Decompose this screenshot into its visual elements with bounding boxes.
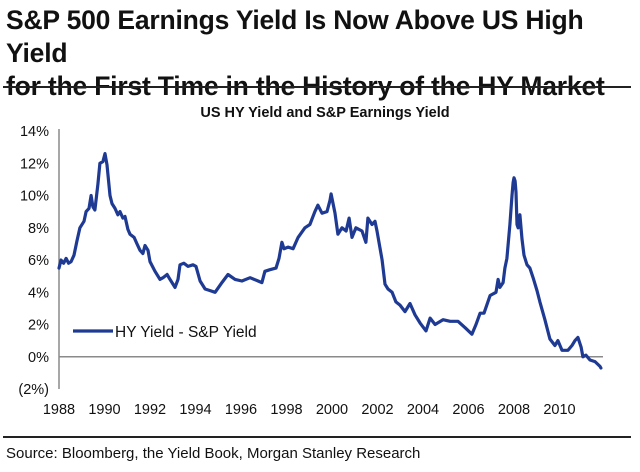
y-tick-label: 12% — [20, 156, 49, 172]
y-tick-label: 14% — [20, 124, 49, 140]
x-tick-label: 1990 — [88, 402, 120, 418]
y-tick-label: 8% — [28, 221, 49, 237]
headline: S&P 500 Earnings Yield Is Now Above US H… — [6, 4, 636, 103]
y-axis: 14% 12% 10% 8% 6% 4% 2% 0% (2%) — [18, 124, 49, 398]
chart-title: US HY Yield and S&P Earnings Yield — [200, 105, 449, 121]
x-axis: 1988 1990 1992 1994 1996 1998 2000 2002 2004 2006… — [43, 402, 576, 418]
x-tick-label: 1998 — [270, 402, 302, 418]
x-tick-label: 2008 — [498, 402, 530, 418]
y-tick-label: 0% — [28, 350, 49, 366]
x-tick-label: 1996 — [225, 402, 257, 418]
y-tick-label: 6% — [28, 253, 49, 269]
x-tick-label: 2002 — [361, 402, 393, 418]
x-tick-label: 2004 — [407, 402, 439, 418]
x-tick-label: 1988 — [43, 402, 75, 418]
x-tick-label: 1992 — [134, 402, 166, 418]
y-tick-label: 4% — [28, 285, 49, 301]
y-tick-label: 10% — [20, 189, 49, 205]
series-group — [57, 152, 603, 370]
series-line-hy-minus-sp — [57, 152, 603, 370]
y-tick-label: 2% — [28, 318, 49, 334]
top-divider — [3, 86, 631, 88]
headline-line-1: S&P 500 Earnings Yield Is Now Above US H… — [6, 5, 584, 68]
y-tick-label: (2%) — [18, 382, 49, 398]
x-tick-label: 2006 — [452, 402, 484, 418]
legend-label: HY Yield - S&P Yield — [115, 324, 257, 341]
source-note: Source: Bloomberg, the Yield Book, Morga… — [6, 445, 421, 462]
x-tick-label: 2000 — [316, 402, 348, 418]
chart: US HY Yield and S&P Earnings Yield 14% 12… — [18, 105, 603, 418]
bottom-divider — [3, 436, 631, 438]
x-tick-label: 2010 — [543, 402, 575, 418]
legend: HY Yield - S&P Yield — [73, 324, 257, 341]
x-tick-label: 1994 — [179, 402, 211, 418]
